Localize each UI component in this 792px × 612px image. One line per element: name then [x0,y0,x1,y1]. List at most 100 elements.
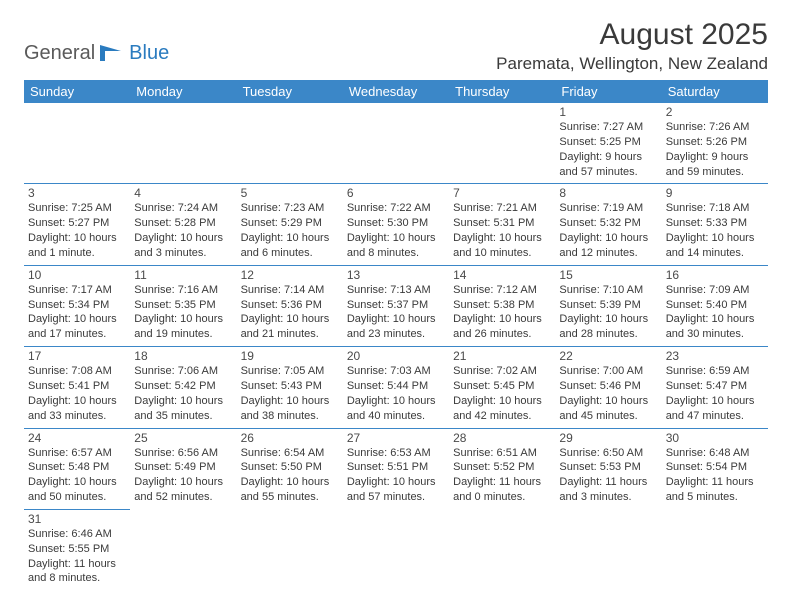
sunset-text: Sunset: 5:50 PM [241,460,339,475]
calendar-cell: 31Sunrise: 6:46 AMSunset: 5:55 PMDayligh… [24,509,130,590]
logo: General Blue [24,18,169,65]
sunset-text: Sunset: 5:25 PM [559,135,657,150]
calendar-cell: 7Sunrise: 7:21 AMSunset: 5:31 PMDaylight… [449,184,555,265]
day-number: 16 [666,268,764,282]
sunrise-text: Sunrise: 7:02 AM [453,364,551,379]
calendar-cell: 1Sunrise: 7:27 AMSunset: 5:25 PMDaylight… [555,103,661,184]
daylight-text: Daylight: 10 hours and 12 minutes. [559,231,657,261]
day-header: Thursday [449,80,555,103]
day-number: 29 [559,431,657,445]
sunrise-text: Sunrise: 7:22 AM [347,201,445,216]
day-number: 9 [666,186,764,200]
sunrise-text: Sunrise: 7:14 AM [241,283,339,298]
sunrise-text: Sunrise: 6:59 AM [666,364,764,379]
day-number: 31 [28,512,126,526]
sunset-text: Sunset: 5:36 PM [241,298,339,313]
daylight-text: Daylight: 10 hours and 3 minutes. [134,231,232,261]
sunset-text: Sunset: 5:41 PM [28,379,126,394]
sunset-text: Sunset: 5:40 PM [666,298,764,313]
daylight-text: Daylight: 10 hours and 19 minutes. [134,312,232,342]
page-header: General Blue August 2025 Paremata, Welli… [24,18,768,74]
daylight-text: Daylight: 10 hours and 21 minutes. [241,312,339,342]
calendar-cell: 22Sunrise: 7:00 AMSunset: 5:46 PMDayligh… [555,347,661,428]
calendar-cell: 16Sunrise: 7:09 AMSunset: 5:40 PMDayligh… [662,265,768,346]
sunset-text: Sunset: 5:45 PM [453,379,551,394]
sunrise-text: Sunrise: 6:51 AM [453,446,551,461]
sunrise-text: Sunrise: 7:19 AM [559,201,657,216]
logo-text-blue: Blue [129,42,169,65]
daylight-text: Daylight: 10 hours and 8 minutes. [347,231,445,261]
sunset-text: Sunset: 5:39 PM [559,298,657,313]
calendar-cell [130,103,236,184]
sunset-text: Sunset: 5:35 PM [134,298,232,313]
sunset-text: Sunset: 5:29 PM [241,216,339,231]
calendar-row: 17Sunrise: 7:08 AMSunset: 5:41 PMDayligh… [24,347,768,428]
calendar-cell [449,103,555,184]
calendar-cell: 8Sunrise: 7:19 AMSunset: 5:32 PMDaylight… [555,184,661,265]
day-number: 22 [559,349,657,363]
daylight-text: Daylight: 11 hours and 0 minutes. [453,475,551,505]
daylight-text: Daylight: 10 hours and 52 minutes. [134,475,232,505]
sunrise-text: Sunrise: 7:12 AM [453,283,551,298]
sunset-text: Sunset: 5:52 PM [453,460,551,475]
calendar-cell: 14Sunrise: 7:12 AMSunset: 5:38 PMDayligh… [449,265,555,346]
daylight-text: Daylight: 10 hours and 6 minutes. [241,231,339,261]
calendar-cell [555,509,661,590]
daylight-text: Daylight: 10 hours and 35 minutes. [134,394,232,424]
sunrise-text: Sunrise: 7:13 AM [347,283,445,298]
calendar-cell [130,509,236,590]
calendar-row: 24Sunrise: 6:57 AMSunset: 5:48 PMDayligh… [24,428,768,509]
sunset-text: Sunset: 5:30 PM [347,216,445,231]
calendar-cell: 11Sunrise: 7:16 AMSunset: 5:35 PMDayligh… [130,265,236,346]
day-number: 6 [347,186,445,200]
daylight-text: Daylight: 10 hours and 55 minutes. [241,475,339,505]
sunset-text: Sunset: 5:51 PM [347,460,445,475]
daylight-text: Daylight: 10 hours and 57 minutes. [347,475,445,505]
sunrise-text: Sunrise: 6:46 AM [28,527,126,542]
calendar-cell: 12Sunrise: 7:14 AMSunset: 5:36 PMDayligh… [237,265,343,346]
calendar-cell [343,509,449,590]
daylight-text: Daylight: 10 hours and 26 minutes. [453,312,551,342]
day-number: 17 [28,349,126,363]
day-header: Wednesday [343,80,449,103]
calendar-cell: 9Sunrise: 7:18 AMSunset: 5:33 PMDaylight… [662,184,768,265]
daylight-text: Daylight: 10 hours and 17 minutes. [28,312,126,342]
sunset-text: Sunset: 5:43 PM [241,379,339,394]
day-number: 20 [347,349,445,363]
sunset-text: Sunset: 5:53 PM [559,460,657,475]
day-header: Sunday [24,80,130,103]
calendar-cell: 19Sunrise: 7:05 AMSunset: 5:43 PMDayligh… [237,347,343,428]
sunset-text: Sunset: 5:48 PM [28,460,126,475]
flag-icon [99,44,123,62]
calendar-cell: 13Sunrise: 7:13 AMSunset: 5:37 PMDayligh… [343,265,449,346]
calendar-cell: 18Sunrise: 7:06 AMSunset: 5:42 PMDayligh… [130,347,236,428]
sunrise-text: Sunrise: 7:25 AM [28,201,126,216]
daylight-text: Daylight: 11 hours and 8 minutes. [28,557,126,587]
day-number: 3 [28,186,126,200]
calendar-row: 10Sunrise: 7:17 AMSunset: 5:34 PMDayligh… [24,265,768,346]
calendar-cell: 21Sunrise: 7:02 AMSunset: 5:45 PMDayligh… [449,347,555,428]
sunrise-text: Sunrise: 7:23 AM [241,201,339,216]
daylight-text: Daylight: 10 hours and 28 minutes. [559,312,657,342]
calendar-cell: 29Sunrise: 6:50 AMSunset: 5:53 PMDayligh… [555,428,661,509]
calendar-row: 1Sunrise: 7:27 AMSunset: 5:25 PMDaylight… [24,103,768,184]
sunset-text: Sunset: 5:32 PM [559,216,657,231]
day-header: Friday [555,80,661,103]
calendar-cell: 25Sunrise: 6:56 AMSunset: 5:49 PMDayligh… [130,428,236,509]
daylight-text: Daylight: 10 hours and 33 minutes. [28,394,126,424]
day-number: 14 [453,268,551,282]
calendar-cell: 24Sunrise: 6:57 AMSunset: 5:48 PMDayligh… [24,428,130,509]
day-number: 18 [134,349,232,363]
sunset-text: Sunset: 5:42 PM [134,379,232,394]
sunrise-text: Sunrise: 6:48 AM [666,446,764,461]
day-number: 27 [347,431,445,445]
day-number: 30 [666,431,764,445]
sunrise-text: Sunrise: 6:56 AM [134,446,232,461]
day-header: Saturday [662,80,768,103]
day-number: 10 [28,268,126,282]
day-number: 28 [453,431,551,445]
daylight-text: Daylight: 9 hours and 59 minutes. [666,150,764,180]
calendar-cell: 2Sunrise: 7:26 AMSunset: 5:26 PMDaylight… [662,103,768,184]
sunrise-text: Sunrise: 6:50 AM [559,446,657,461]
calendar-cell: 15Sunrise: 7:10 AMSunset: 5:39 PMDayligh… [555,265,661,346]
